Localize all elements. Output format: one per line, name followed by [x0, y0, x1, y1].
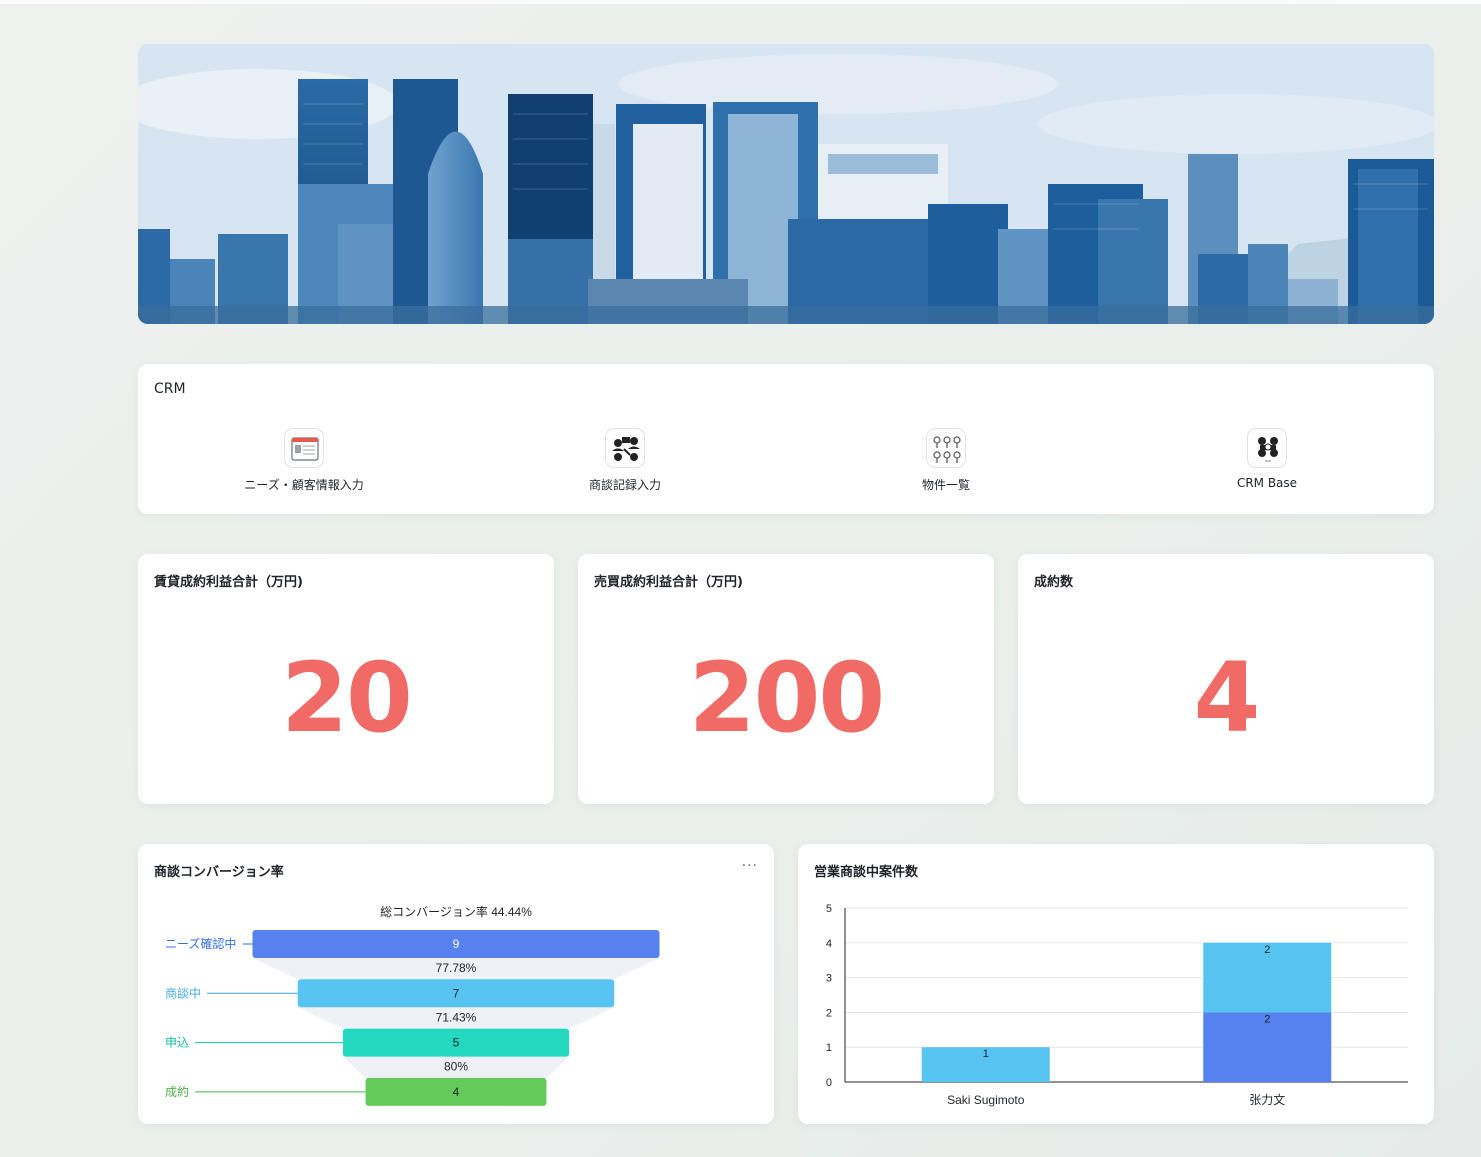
bar-data-label: 2: [1264, 944, 1270, 956]
app-crm-base[interactable]: CRM Base: [1167, 428, 1367, 498]
funnel-conversion-rate: 80%: [444, 1060, 468, 1074]
y-tick-label: 2: [826, 1007, 832, 1019]
y-tick-label: 0: [826, 1077, 832, 1089]
app-label: CRM Base: [1236, 476, 1298, 490]
more-options-icon[interactable]: ···: [741, 858, 758, 874]
meeting-icon: [605, 428, 645, 468]
funnel-stage-label: 申込: [165, 1036, 189, 1050]
funnel-conversion-rate: 71.43%: [436, 1010, 477, 1024]
y-tick-label: 4: [826, 938, 832, 950]
funnel-stage-label: 商談中: [165, 985, 201, 1000]
funnel-chart: 総コンバージョン率 44.44% 77.78% 71.43% 80% 9 ニーズ確認中 7…: [165, 904, 660, 1106]
conversion-funnel-card: 商談コンバージョン率 ··· 総コンバージョン率 44.44% 77.78% 71…: [138, 844, 774, 1124]
app-needs-customer-input[interactable]: ニーズ・顧客情報入力: [204, 428, 404, 498]
bar-data-label: 2: [1264, 1013, 1270, 1025]
crm-card: CRM ニーズ・顧客情報入力 商談記録入力: [138, 364, 1434, 514]
top-edge: [0, 0, 1481, 4]
crm-base-icon: [1247, 428, 1287, 468]
funnel-connector: [252, 958, 660, 980]
funnel-stage-label: ニーズ確認中: [165, 936, 236, 951]
form-icon: [284, 428, 324, 468]
bar-chart-title: 営業商談中案件数: [814, 865, 919, 880]
funnel-summary: 総コンバージョン率 44.44%: [380, 904, 532, 919]
app-meeting-record-input[interactable]: 商談記録入力: [525, 428, 725, 498]
x-tick-label: 张力文: [1249, 1092, 1285, 1107]
kpi-title: 成約数: [1034, 575, 1074, 590]
funnel-stage-value: 4: [453, 1085, 460, 1099]
kpi-title: 売買成約利益合計（万円): [594, 575, 743, 590]
funnel-stage-label: 成約: [165, 1084, 189, 1099]
y-tick-label: 5: [826, 903, 832, 915]
app-label: 物件一覧: [921, 478, 970, 492]
bar-data-label: 1: [983, 1048, 989, 1060]
active-deals-bar-card: 営業商談中案件数 0 1 2 3 4 5 1 Saki Sugimoto 2 2 张力文: [798, 844, 1434, 1124]
kpi-value: 20: [281, 642, 413, 754]
y-tick-label: 1: [826, 1042, 832, 1054]
bar-segment[interactable]: [921, 1047, 1050, 1082]
funnel-stage-bar[interactable]: [297, 979, 615, 1008]
city-skyline-banner: [138, 44, 1434, 324]
kpi-value: 4: [1193, 642, 1261, 754]
funnel-stage-value: 7: [453, 986, 460, 1000]
crm-card-title: CRM: [154, 381, 186, 397]
funnel-stage-bar[interactable]: [365, 1077, 547, 1106]
property-list-icon: [926, 428, 966, 468]
kpi-title: 賃貸成約利益合計（万円): [154, 575, 303, 590]
x-tick-label: Saki Sugimoto: [947, 1093, 1025, 1107]
kpi-card-sales-profit: 売買成約利益合計（万円) 200: [578, 554, 994, 804]
funnel-stage-bar[interactable]: [342, 1028, 570, 1057]
bar-segment[interactable]: [1203, 1012, 1332, 1082]
funnel-title: 商談コンバージョン率: [154, 865, 284, 880]
y-tick-label: 3: [826, 973, 832, 985]
kpi-card-deal-count: 成約数 4: [1018, 554, 1434, 804]
kpi-value: 200: [688, 642, 885, 754]
app-label: 商談記録入力: [588, 478, 661, 492]
funnel-conversion-rate: 77.78%: [436, 961, 477, 975]
funnel-stage-value: 5: [453, 1036, 460, 1050]
funnel-stage-bar[interactable]: [252, 930, 660, 958]
kpi-card-rental-profit: 賃貸成約利益合計（万円) 20: [138, 554, 554, 804]
app-label: ニーズ・顧客情報入力: [244, 478, 364, 492]
app-property-list[interactable]: 物件一覧: [846, 428, 1046, 498]
funnel-connector: [297, 1007, 615, 1029]
bar-chart: 0 1 2 3 4 5 1 Saki Sugimoto 2 2 张力文: [826, 903, 1408, 1107]
bar-segment[interactable]: [1203, 942, 1332, 1013]
funnel-stage-value: 9: [453, 937, 460, 951]
funnel-connector: [342, 1056, 570, 1078]
